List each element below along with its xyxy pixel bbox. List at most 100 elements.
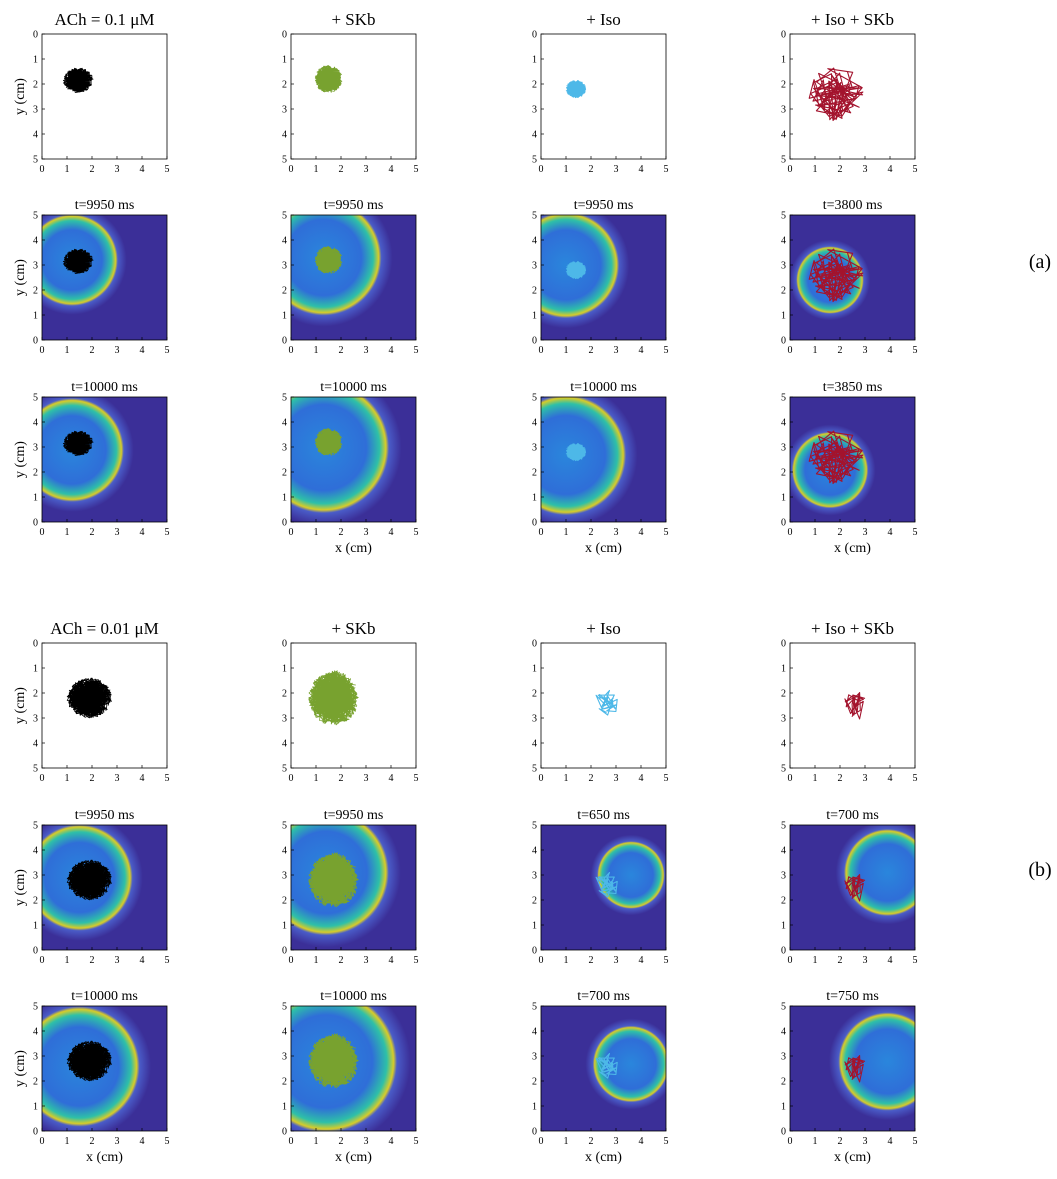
axes-frame bbox=[540, 396, 667, 523]
y-tick-label: 5 bbox=[532, 211, 537, 222]
panel: 00 1 1 2 2 3 3 4 4 5 5 t=10000 ms y (cm) bbox=[13, 380, 170, 538]
x-tick-label: 1 bbox=[314, 1136, 319, 1147]
panel: 00 1 1 2 2 3 3 4 4 5 5 t=10000 ms x (cm) bbox=[282, 989, 419, 1165]
x-tick-label: 1 bbox=[65, 527, 70, 538]
y-tick-label: 0 bbox=[33, 518, 38, 529]
x-tick-label: 0 bbox=[788, 527, 793, 538]
panel: 0 0 1 1 2 2 3 3 4 4 5 5 + SKb bbox=[282, 619, 419, 784]
x-tick-label: 4 bbox=[639, 164, 644, 175]
x-tick-label: 0 bbox=[289, 345, 294, 356]
axes-frame bbox=[41, 642, 168, 769]
group-label: (b) bbox=[1028, 859, 1051, 881]
panel: 0 0 1 1 2 2 3 3 4 4 5 5 + SKb bbox=[282, 10, 419, 175]
y-tick-label: 2 bbox=[282, 80, 287, 91]
x-tick-label: 0 bbox=[539, 164, 544, 175]
y-tick-label: 4 bbox=[33, 418, 38, 429]
y-tick-label: 0 bbox=[532, 946, 537, 957]
y-tick-label: 5 bbox=[33, 821, 38, 832]
y-tick-label: 2 bbox=[282, 689, 287, 700]
x-tick-label: 5 bbox=[414, 955, 419, 966]
x-tick-label: 0 bbox=[289, 164, 294, 175]
x-tick-label: 2 bbox=[838, 527, 843, 538]
x-tick-label: 3 bbox=[364, 773, 369, 784]
panel: 00 1 1 2 2 3 3 4 4 5 5 t=750 ms x (cm) bbox=[781, 989, 918, 1165]
y-tick-label: 5 bbox=[781, 821, 786, 832]
panel-title: t=9950 ms bbox=[324, 198, 384, 213]
y-tick-label: 0 bbox=[781, 518, 786, 529]
x-tick-label: 1 bbox=[65, 164, 70, 175]
y-tick-label: 3 bbox=[33, 871, 38, 882]
x-tick-label: 2 bbox=[339, 345, 344, 356]
y-tick-label: 1 bbox=[532, 921, 537, 932]
x-tick-label: 1 bbox=[564, 955, 569, 966]
x-tick-label: 5 bbox=[664, 164, 669, 175]
x-tick-label: 1 bbox=[813, 164, 818, 175]
panel-title: t=9950 ms bbox=[324, 808, 384, 823]
x-tick-label: 0 bbox=[788, 164, 793, 175]
y-tick-label: 1 bbox=[33, 664, 38, 675]
x-tick-label: 1 bbox=[314, 773, 319, 784]
panel-title: t=700 ms bbox=[826, 808, 879, 823]
y-tick-label: 2 bbox=[532, 80, 537, 91]
y-tick-label: 5 bbox=[282, 155, 287, 166]
trajectory bbox=[844, 873, 866, 902]
y-axis-label: y (cm) bbox=[13, 441, 28, 478]
y-tick-label: 0 bbox=[282, 336, 287, 347]
axes-frame bbox=[540, 642, 667, 769]
x-tick-label: 1 bbox=[813, 345, 818, 356]
y-tick-label: 0 bbox=[781, 1127, 786, 1138]
x-tick-label: 0 bbox=[539, 527, 544, 538]
x-tick-label: 3 bbox=[863, 345, 868, 356]
x-tick-label: 1 bbox=[65, 1136, 70, 1147]
y-tick-label: 3 bbox=[33, 1052, 38, 1063]
x-tick-label: 3 bbox=[115, 955, 120, 966]
x-tick-label: 5 bbox=[414, 527, 419, 538]
panel: 00 1 1 2 2 3 3 4 4 5 5 t=3800 ms bbox=[781, 198, 918, 356]
y-tick-label: 1 bbox=[781, 55, 786, 66]
y-tick-label: 3 bbox=[282, 105, 287, 116]
x-tick-label: 1 bbox=[564, 773, 569, 784]
y-tick-label: 3 bbox=[282, 1052, 287, 1063]
x-tick-label: 3 bbox=[614, 527, 619, 538]
x-tick-label: 4 bbox=[888, 345, 893, 356]
x-tick-label: 1 bbox=[564, 345, 569, 356]
y-tick-label: 4 bbox=[781, 130, 786, 141]
panel: 00 1 1 2 2 3 3 4 4 5 5 t=700 ms x (cm) bbox=[532, 989, 669, 1165]
y-tick-label: 2 bbox=[33, 896, 38, 907]
y-tick-label: 3 bbox=[282, 714, 287, 725]
x-tick-label: 2 bbox=[90, 164, 95, 175]
x-tick-label: 5 bbox=[165, 345, 170, 356]
x-tick-label: 0 bbox=[289, 1136, 294, 1147]
y-tick-label: 0 bbox=[282, 1127, 287, 1138]
x-tick-label: 2 bbox=[589, 527, 594, 538]
x-tick-label: 4 bbox=[639, 955, 644, 966]
x-tick-label: 1 bbox=[564, 1136, 569, 1147]
y-tick-label: 4 bbox=[33, 1027, 38, 1038]
y-tick-label: 0 bbox=[33, 336, 38, 347]
y-tick-label: 5 bbox=[532, 155, 537, 166]
x-tick-label: 1 bbox=[314, 164, 319, 175]
trajectory bbox=[62, 67, 94, 93]
y-tick-label: 1 bbox=[33, 921, 38, 932]
x-tick-label: 4 bbox=[888, 527, 893, 538]
y-tick-label: 1 bbox=[33, 1102, 38, 1113]
x-axis-label: x (cm) bbox=[834, 1150, 871, 1165]
y-tick-label: 5 bbox=[282, 393, 287, 404]
x-tick-label: 4 bbox=[140, 345, 145, 356]
panel-title: t=10000 ms bbox=[71, 380, 138, 395]
x-tick-label: 3 bbox=[364, 955, 369, 966]
y-tick-label: 2 bbox=[33, 689, 38, 700]
y-tick-label: 1 bbox=[532, 311, 537, 322]
panel: 0 0 1 1 2 2 3 3 4 4 5 5 + Iso + SKb bbox=[781, 619, 918, 784]
x-tick-label: 5 bbox=[165, 527, 170, 538]
y-tick-label: 2 bbox=[33, 286, 38, 297]
y-tick-label: 3 bbox=[33, 443, 38, 454]
x-tick-label: 2 bbox=[339, 164, 344, 175]
y-tick-label: 0 bbox=[532, 1127, 537, 1138]
y-tick-label: 2 bbox=[532, 896, 537, 907]
x-tick-label: 4 bbox=[639, 345, 644, 356]
y-tick-label: 3 bbox=[781, 714, 786, 725]
x-tick-label: 0 bbox=[788, 345, 793, 356]
y-tick-label: 1 bbox=[33, 493, 38, 504]
x-tick-label: 4 bbox=[639, 1136, 644, 1147]
